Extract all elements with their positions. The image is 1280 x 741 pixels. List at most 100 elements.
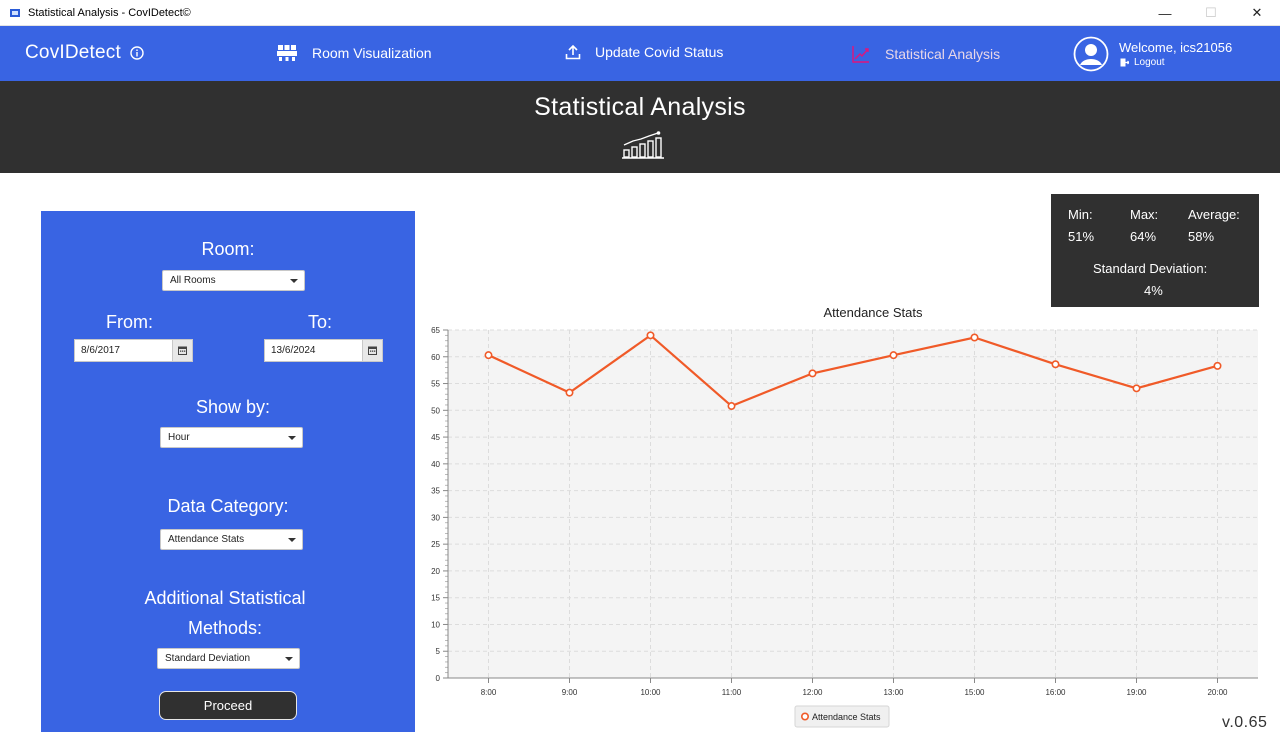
statistical-method-select-value: Standard Deviation [165, 653, 251, 664]
calendar-icon [178, 346, 187, 355]
x-tick-label: 11:00 [722, 688, 742, 697]
app-icon [10, 8, 20, 17]
brand: CovIDetect [25, 42, 144, 64]
to-date-field[interactable]: 13/6/2024 [264, 339, 383, 362]
x-tick-label: 15:00 [964, 688, 985, 697]
methods-label-line2: Methods: [187, 618, 263, 638]
min-label: Min: [1068, 207, 1093, 222]
room-select[interactable]: All Rooms [162, 270, 305, 291]
info-icon[interactable] [130, 46, 144, 60]
top-navbar: CovIDetect Room Visualization Update Cov… [0, 26, 1280, 81]
room-select-value: All Rooms [170, 275, 216, 286]
y-tick-label: 55 [431, 380, 440, 389]
legend-box [794, 705, 890, 728]
data-category-label: Data Category: [167, 496, 289, 516]
nav-statistical-analysis[interactable]: Statistical Analysis [851, 44, 1000, 64]
x-tick-label: 12:00 [802, 688, 823, 697]
from-date-value: 8/6/2017 [81, 345, 120, 356]
from-date-field[interactable]: 8/6/2017 [74, 339, 193, 362]
y-tick-label: 35 [431, 487, 440, 496]
plot-area [448, 330, 1258, 678]
y-tick-label: 0 [436, 674, 441, 683]
series-line [488, 333, 1218, 408]
y-tick-label: 30 [431, 513, 440, 522]
methods-label-line1: Additional Statistical [144, 588, 306, 608]
page-title: Statistical Analysis [534, 93, 746, 121]
maximize-button[interactable]: ☐ [1205, 5, 1217, 20]
to-label: To: [308, 312, 333, 332]
y-tick-label: 50 [431, 406, 440, 415]
chevron-down-icon [290, 279, 298, 283]
y-tick-label: 60 [431, 353, 440, 362]
nav-room-visualization[interactable]: Room Visualization [276, 44, 432, 62]
y-tick-label: 5 [436, 647, 441, 656]
x-tick-label: 19:00 [1126, 688, 1147, 697]
logout-link[interactable]: Logout [1120, 57, 1165, 68]
show-by-label: Show by: [195, 397, 271, 417]
y-tick-label: 15 [431, 594, 440, 603]
x-tick-label: 20:00 [1207, 688, 1228, 697]
calendar-icon [368, 346, 377, 355]
user-area: Welcome, ics21056 Logout [1073, 36, 1232, 72]
minimize-button[interactable]: — [1158, 5, 1172, 21]
max-label: Max: [1130, 207, 1159, 222]
nav-update-covid-status[interactable]: Update Covid Status [565, 44, 723, 60]
average-value: 58% [1188, 229, 1215, 244]
nav-room-visualization-label: Room Visualization [312, 45, 432, 61]
x-tick-label: 8:00 [481, 688, 497, 697]
std-deviation-value: 4% [1144, 283, 1163, 298]
window-titlebar: Statistical Analysis - CovIDetect© — ☐ ✕ [0, 0, 1280, 26]
y-tick-label: 10 [431, 620, 440, 629]
page-header: Statistical Analysis [0, 81, 1280, 173]
logout-icon [1120, 58, 1129, 67]
y-tick-label: 40 [431, 460, 440, 469]
data-point [889, 351, 898, 360]
window-title: Statistical Analysis - CovIDetect© [28, 6, 191, 19]
nav-update-covid-status-label: Update Covid Status [595, 44, 724, 60]
bar-chart-growth-icon [622, 131, 664, 159]
data-point [727, 402, 736, 411]
upload-icon [565, 44, 581, 60]
legend-label: Attendance Stats [812, 712, 881, 722]
data-point [808, 369, 817, 378]
chevron-down-icon [288, 436, 296, 440]
logout-label: Logout [1134, 57, 1165, 68]
y-tick-label: 25 [431, 540, 440, 549]
max-value: 64% [1130, 229, 1157, 244]
avatar-icon[interactable] [1073, 36, 1109, 72]
data-category-select[interactable]: Attendance Stats [160, 529, 303, 550]
nav-statistical-analysis-label: Statistical Analysis [885, 46, 1001, 62]
room-visualization-icon [277, 45, 297, 61]
x-tick-label: 10:00 [640, 688, 661, 697]
show-by-select[interactable]: Hour [160, 427, 303, 448]
data-point [970, 333, 979, 342]
average-label: Average: [1188, 207, 1240, 222]
data-category-select-value: Attendance Stats [168, 534, 245, 545]
data-point [484, 351, 493, 360]
trend-chart-icon [852, 46, 869, 63]
chevron-down-icon [288, 538, 296, 542]
min-value: 51% [1068, 229, 1095, 244]
x-tick-label: 16:00 [1045, 688, 1066, 697]
data-point [646, 331, 655, 340]
legend-marker [800, 712, 809, 721]
to-calendar-button[interactable] [362, 340, 382, 361]
room-label: Room: [201, 239, 255, 259]
close-button[interactable]: ✕ [1251, 5, 1263, 20]
to-date-value: 13/6/2024 [271, 345, 316, 356]
data-point [1213, 361, 1222, 370]
data-point [1051, 360, 1060, 369]
filter-panel: Room: All Rooms From: To: 8/6/2017 13/6/… [41, 211, 415, 732]
stats-summary: Min: Max: Average: 51% 64% 58% Standard … [1051, 194, 1259, 307]
from-calendar-button[interactable] [172, 340, 192, 361]
std-deviation-label: Standard Deviation: [1093, 261, 1208, 276]
statistical-method-select[interactable]: Standard Deviation [157, 648, 300, 669]
from-label: From: [106, 312, 153, 332]
x-tick-label: 9:00 [562, 688, 578, 697]
y-tick-label: 65 [431, 326, 440, 335]
y-tick-label: 45 [431, 433, 440, 442]
data-point [1132, 384, 1141, 393]
proceed-button[interactable]: Proceed [159, 691, 297, 720]
app-version: v.0.65 [1222, 714, 1268, 731]
chevron-down-icon [285, 657, 293, 661]
